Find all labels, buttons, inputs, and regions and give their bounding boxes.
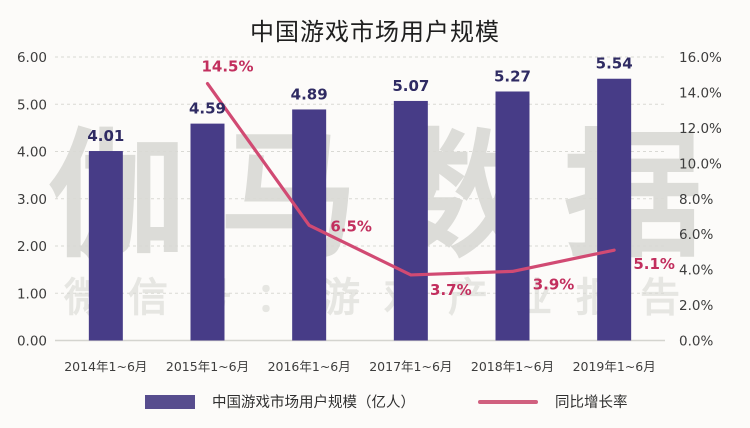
bar-value-label-1: 4.59 [189,100,226,118]
bar-2015年1~6月 [190,123,225,341]
right-axis-tick-6: 12.0% [679,121,722,137]
bar-2014年1~6月 [88,151,123,341]
left-axis-tick-0: 0.00 [17,334,47,350]
right-axis-tick-4: 8.0% [679,192,713,208]
x-axis-label-5: 2019年1~6月 [573,359,656,374]
bar-value-label-4: 5.27 [494,67,531,85]
left-axis-tick-3: 3.00 [17,192,47,208]
bar-series-label: 中国游戏市场用户规模（亿人） [212,395,415,411]
left-axis-tick-6: 6.00 [17,50,47,66]
growth-rate-line [205,81,616,277]
line-series-swatch [478,399,538,404]
bar-series-swatch [145,394,195,409]
right-axis-tick-7: 14.0% [679,85,722,101]
right-axis-tick-8: 16.0% [679,50,722,66]
legend-item-growth: 同比增长率 [478,391,628,412]
bar-value-label-2: 4.89 [291,85,328,103]
growth-value-label-1: 14.5% [201,58,253,76]
right-axis-tick-5: 10.0% [679,156,722,172]
right-axis-tick-1: 2.0% [679,298,713,314]
legend-item-users: 中国游戏市场用户规模（亿人） [145,391,415,412]
bar-value-label-0: 4.01 [87,127,124,145]
bar-value-label-5: 5.54 [596,55,633,73]
growth-value-label-3: 3.7% [430,281,472,299]
growth-value-label-5: 5.1% [633,255,675,273]
bar-value-label-3: 5.07 [392,77,429,95]
line-series-label: 同比增长率 [555,395,628,411]
right-axis-tick-2: 4.0% [679,263,713,279]
left-axis-tick-2: 2.00 [17,239,47,255]
right-axis-tick-3: 6.0% [679,227,713,243]
left-axis-tick-5: 5.00 [17,97,47,113]
x-axis-label-0: 2014年1~6月 [64,359,147,374]
growth-value-label-2: 6.5% [330,217,372,235]
left-axis-tick-4: 4.00 [17,145,47,161]
x-axis-label-3: 2017年1~6月 [369,359,452,374]
bar-2017年1~6月 [393,100,428,341]
left-axis-tick-1: 1.00 [17,286,47,302]
x-axis-label-2: 2016年1~6月 [268,359,351,374]
bar-2019年1~6月 [597,78,632,341]
right-axis-tick-0: 0.0% [679,334,713,350]
x-axis-label-4: 2018年1~6月 [471,359,554,374]
chart-title: 中国游戏市场用户规模 [250,18,500,46]
x-axis-label-1: 2015年1~6月 [166,359,249,374]
bar-2018年1~6月 [495,91,530,341]
growth-value-label-4: 3.9% [533,275,575,293]
